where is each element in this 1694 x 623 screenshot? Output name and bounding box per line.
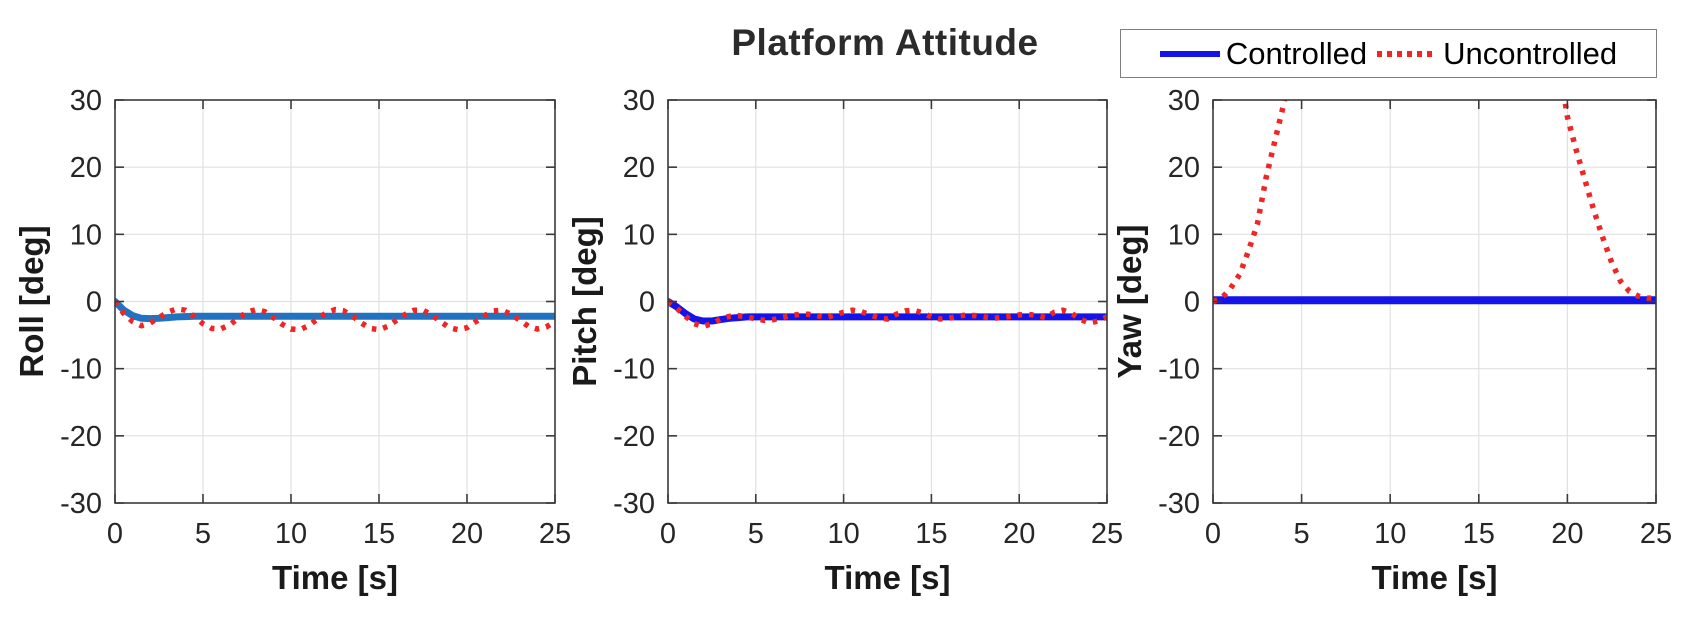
- svg-text:10: 10: [623, 219, 655, 251]
- pitch-grid: [668, 100, 1107, 503]
- yaw-xtick-labels: 0 5 10 15 20 25: [1205, 518, 1672, 550]
- svg-text:-10: -10: [1158, 354, 1200, 386]
- svg-text:5: 5: [195, 518, 211, 550]
- svg-text:25: 25: [539, 518, 571, 550]
- yaw-series: [1213, 100, 1656, 305]
- yaw-ylabel: Yaw [deg]: [1111, 224, 1148, 378]
- svg-text:-20: -20: [613, 421, 655, 453]
- svg-text:0: 0: [1205, 518, 1221, 550]
- legend-label-controlled: Controlled: [1225, 36, 1368, 71]
- svg-text:10: 10: [275, 518, 307, 550]
- svg-text:30: 30: [623, 85, 655, 117]
- svg-text:10: 10: [1168, 219, 1200, 251]
- roll-controlled-line: [115, 298, 555, 323]
- svg-text:0: 0: [107, 518, 123, 550]
- svg-text:5: 5: [1294, 518, 1310, 550]
- svg-text:5: 5: [748, 518, 764, 550]
- svg-text:20: 20: [1168, 152, 1200, 184]
- svg-text:-20: -20: [60, 421, 102, 453]
- legend-label-uncontrolled: Uncontrolled: [1443, 36, 1618, 71]
- svg-text:0: 0: [1184, 287, 1200, 319]
- svg-text:-30: -30: [613, 488, 655, 520]
- svg-text:15: 15: [915, 518, 947, 550]
- svg-text:25: 25: [1640, 518, 1672, 550]
- svg-text:0: 0: [660, 518, 676, 550]
- pitch-tick-marks: [667, 99, 1108, 504]
- svg-text:10: 10: [827, 518, 859, 550]
- svg-text:20: 20: [623, 152, 655, 184]
- svg-text:0: 0: [86, 287, 102, 319]
- svg-text:25: 25: [1091, 518, 1123, 550]
- svg-text:20: 20: [70, 152, 102, 184]
- roll-subplot: 0 5 10 15 20 25 -30 -20 -10 0 10 20 30 Time [s] Roll […: [13, 85, 571, 596]
- svg-text:30: 30: [1168, 85, 1200, 117]
- roll-ylabel: Roll [deg]: [13, 225, 50, 377]
- pitch-series: [668, 298, 1107, 330]
- svg-text:0: 0: [639, 287, 655, 319]
- svg-text:-10: -10: [613, 354, 655, 386]
- controlled-line-icon: [1159, 50, 1220, 57]
- svg-text:-30: -30: [1158, 488, 1200, 520]
- roll-tick-marks: [114, 99, 556, 504]
- roll-xtick-labels: 0 5 10 15 20 25: [107, 518, 571, 550]
- yaw-ytick-labels: -30 -20 -10 0 10 20 30: [1158, 85, 1200, 520]
- yaw-subplot: 0 5 10 15 20 25 -30 -20 -10 0 10 20 30 Time [s] Yaw [d…: [1111, 85, 1672, 596]
- roll-uncontrolled-line: [115, 299, 555, 333]
- yaw-xlabel: Time [s]: [1372, 559, 1498, 596]
- svg-text:10: 10: [70, 219, 102, 251]
- legend-entry-controlled: Controlled: [1159, 36, 1368, 71]
- svg-text:-20: -20: [1158, 421, 1200, 453]
- roll-ytick-labels: -30 -20 -10 0 10 20 30: [60, 85, 102, 520]
- svg-text:30: 30: [70, 85, 102, 117]
- pitch-ytick-labels: -30 -20 -10 0 10 20 30: [613, 85, 655, 520]
- svg-text:-30: -30: [60, 488, 102, 520]
- pitch-uncontrolled-line: [668, 299, 1107, 330]
- roll-grid: [115, 100, 555, 503]
- pitch-subplot: 0 5 10 15 20 25 -30 -20 -10 0 10 20 30 Time [s] Pitch …: [566, 85, 1123, 596]
- roll-xlabel: Time [s]: [272, 559, 398, 596]
- svg-text:20: 20: [1003, 518, 1035, 550]
- legend: Controlled Uncontrolled: [1120, 29, 1657, 78]
- svg-text:-10: -10: [60, 354, 102, 386]
- pitch-xlabel: Time [s]: [825, 559, 951, 596]
- pitch-xtick-labels: 0 5 10 15 20 25: [660, 518, 1123, 550]
- legend-entry-uncontrolled: Uncontrolled: [1377, 38, 1617, 69]
- yaw-tick-marks: [1212, 99, 1657, 504]
- pitch-ylabel: Pitch [deg]: [566, 216, 603, 387]
- roll-series: [115, 298, 555, 333]
- svg-text:20: 20: [1551, 518, 1583, 550]
- svg-text:15: 15: [1463, 518, 1495, 550]
- uncontrolled-line-icon: [1377, 50, 1438, 57]
- svg-text:20: 20: [451, 518, 483, 550]
- figure-title: Platform Attitude: [731, 22, 1039, 63]
- svg-text:10: 10: [1374, 518, 1406, 550]
- svg-text:15: 15: [363, 518, 395, 550]
